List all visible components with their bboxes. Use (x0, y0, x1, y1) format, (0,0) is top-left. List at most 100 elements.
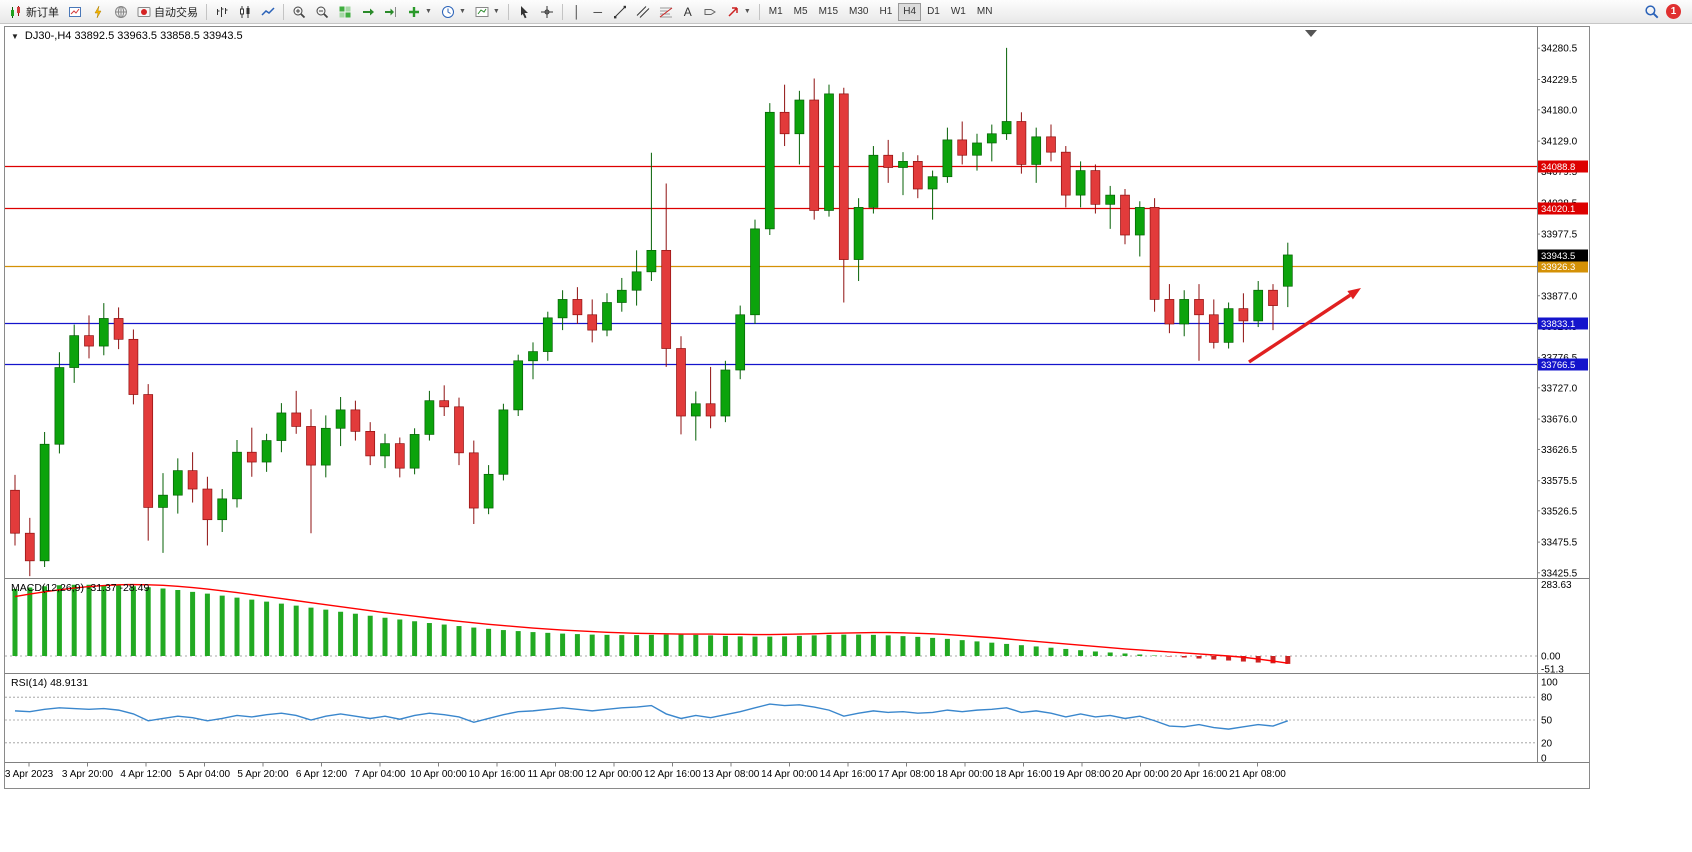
candle (1120, 194, 1130, 236)
rsi-tick-label: 20 (1541, 738, 1553, 749)
candle (690, 403, 701, 417)
candlestick-type-button[interactable] (234, 2, 256, 22)
svg-text:33833.1: 33833.1 (1541, 319, 1575, 330)
time-tick-label: 12 Apr 16:00 (644, 769, 701, 780)
community-button[interactable] (110, 2, 132, 22)
candle (24, 532, 35, 562)
vertical-line-icon: │ (573, 4, 581, 19)
chevron-down-icon: ▼ (425, 8, 432, 15)
time-tick-label: 3 Apr 2023 (5, 769, 54, 780)
timeframe-mn-button[interactable]: MN (972, 3, 998, 21)
toolbar-separator (206, 3, 207, 20)
candle (661, 249, 672, 349)
price-tick-label: 34280.5 (1541, 44, 1578, 55)
channel-icon (636, 5, 650, 18)
zoom-out-icon (316, 6, 329, 18)
time-tick-label: 18 Apr 00:00 (937, 769, 994, 780)
candle (69, 335, 80, 368)
trend-arrow[interactable] (1248, 288, 1361, 364)
candle (1194, 299, 1204, 316)
quick-trade-button[interactable] (87, 2, 109, 22)
candlestick-icon (240, 5, 250, 18)
candle (720, 369, 731, 417)
trendline-tool-button[interactable] (609, 2, 631, 22)
candle (1090, 170, 1101, 205)
candle (409, 434, 420, 469)
timeframe-m5-button[interactable]: M5 (789, 3, 813, 21)
price-tick-label: 33575.5 (1541, 476, 1578, 487)
candle (779, 111, 790, 135)
timeframe-m1-button[interactable]: M1 (764, 3, 788, 21)
chart-ohlc-title: ▼ DJ30-,H4 33892.5 33963.5 33858.5 33943… (11, 30, 243, 42)
candle (942, 139, 953, 178)
time-tick-label: 18 Apr 16:00 (995, 769, 1052, 780)
chart-window-button[interactable] (64, 2, 86, 22)
search-button[interactable] (1640, 2, 1663, 22)
periods-button[interactable]: ▼ (437, 2, 470, 22)
candle (158, 494, 168, 508)
time-tick-label: 4 Apr 12:00 (120, 769, 172, 780)
time-axis[interactable]: 3 Apr 2023 3 Apr 20:00 4 Apr 12:00 5 Apr 04… (5, 762, 1286, 781)
indicators-button[interactable]: ▼ (403, 2, 436, 22)
arrows-tool-button[interactable]: ▼ (722, 2, 755, 22)
chart-shift-button[interactable] (380, 2, 402, 22)
candle (646, 249, 657, 273)
timeframe-h4-button[interactable]: H4 (898, 2, 922, 21)
candle (631, 271, 642, 291)
vertical-line-tool-button[interactable]: │ (567, 2, 587, 22)
candle (809, 99, 820, 211)
text-tool-button[interactable]: A (678, 2, 698, 22)
chart-shift-marker[interactable] (1305, 30, 1317, 37)
channel-tool-button[interactable] (632, 2, 654, 22)
toolbar-separator (283, 3, 284, 20)
crosshair-button[interactable] (536, 2, 558, 22)
templates-button[interactable]: ▼ (471, 2, 504, 22)
bar-chart-type-button[interactable] (211, 2, 233, 22)
macd-signal-line (14, 583, 1288, 664)
time-tick-label: 20 Apr 00:00 (1112, 769, 1169, 780)
text-tool-icon: A (683, 4, 692, 19)
time-tick-label: 10 Apr 16:00 (469, 769, 526, 780)
auto-trading-button[interactable]: 自动交易 (133, 2, 202, 22)
candle (468, 452, 479, 509)
tile-windows-button[interactable] (334, 2, 356, 22)
price-level-label (1538, 260, 1588, 273)
notification-badge[interactable]: 1 (1666, 4, 1681, 19)
auto-scroll-button[interactable] (357, 2, 379, 22)
globe-icon (115, 5, 127, 18)
line-chart-type-button[interactable] (257, 2, 279, 22)
svg-text:34020.1: 34020.1 (1541, 204, 1575, 215)
time-tick-label: 14 Apr 16:00 (820, 769, 877, 780)
time-tick-label: 13 Apr 08:00 (703, 769, 760, 780)
candle (705, 403, 716, 417)
candle (853, 207, 864, 260)
timeframe-d1-button[interactable]: D1 (922, 3, 945, 21)
candle (187, 470, 198, 490)
timeframe-m15-button[interactable]: M15 (814, 3, 843, 21)
time-tick-label: 5 Apr 04:00 (179, 769, 231, 780)
candle (868, 154, 879, 208)
horizontal-line-tool-button[interactable]: ─ (588, 2, 608, 22)
timeframe-w1-button[interactable]: W1 (946, 3, 971, 21)
one-click-trading-arrow[interactable]: ▼ (11, 31, 19, 41)
candle (1268, 289, 1278, 306)
trendline-icon (613, 5, 626, 18)
timeframe-m30-button[interactable]: M30 (844, 3, 873, 21)
candle (498, 409, 509, 475)
candle (513, 360, 524, 411)
search-icon (1645, 5, 1659, 19)
timeframe-h1-button[interactable]: H1 (874, 3, 897, 21)
chart-canvas[interactable]: 34280.534229.534180.034129.034079.534028… (5, 27, 1589, 788)
fibonacci-tool-button[interactable] (655, 2, 677, 22)
label-tool-button[interactable] (699, 2, 721, 22)
candle (439, 400, 450, 408)
new-order-button[interactable]: 新订单 (5, 2, 63, 22)
candle (10, 489, 20, 534)
chevron-down-icon: ▼ (458, 8, 466, 15)
cursor-button[interactable] (513, 2, 535, 22)
candle (380, 443, 390, 457)
auto-trading-icon (137, 6, 151, 17)
zoom-in-button[interactable] (288, 2, 310, 22)
zoom-out-button[interactable] (311, 2, 333, 22)
candle (1282, 254, 1293, 287)
